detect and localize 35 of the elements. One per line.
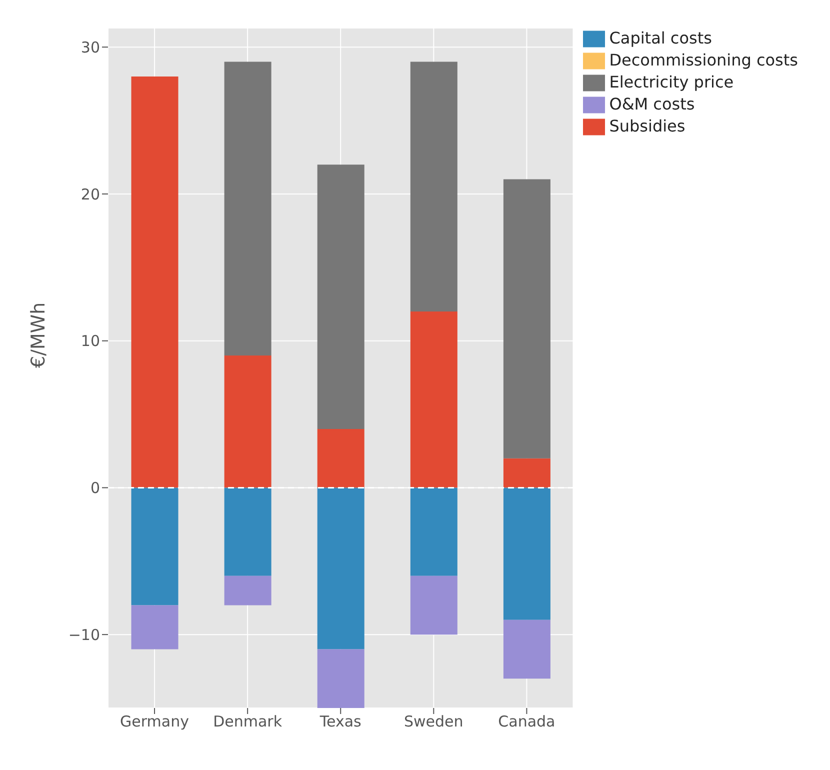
bar [131,488,178,606]
bar [317,488,364,650]
bar [317,164,364,429]
bar [317,649,364,708]
bar [410,62,458,312]
bar [224,356,272,488]
x-tick-label: Denmark [213,712,282,731]
bar [503,179,550,458]
bar [410,488,458,576]
y-tick-label: 0 [90,479,100,498]
bar [503,458,550,488]
bar [410,576,458,635]
bar [503,620,550,679]
legend-label: O&M costs [609,94,695,114]
y-tick-label: 20 [80,185,100,204]
bar [317,428,364,488]
bar [131,605,178,650]
bar [410,311,458,488]
bar [224,62,272,356]
y-tick-label: 30 [80,38,100,56]
bar [503,488,550,620]
legend-label: Electricity price [609,72,734,92]
x-tick-label: Texas [318,712,362,731]
legend-label: Capital costs [609,28,712,48]
bar [131,76,178,488]
x-tick-label: Sweden [404,712,464,731]
legend-label: Subsidies [609,116,686,136]
x-tick-label: Canada [498,712,556,731]
y-tick-label: 10 [80,332,100,350]
y-tick-label: −10 [68,626,100,644]
x-tick-label: Germany [120,712,190,731]
bar [224,576,272,606]
legend-label: Decommissioning costs [609,50,798,70]
y-axis-title: €/MWh [28,302,50,368]
bar [224,488,272,576]
